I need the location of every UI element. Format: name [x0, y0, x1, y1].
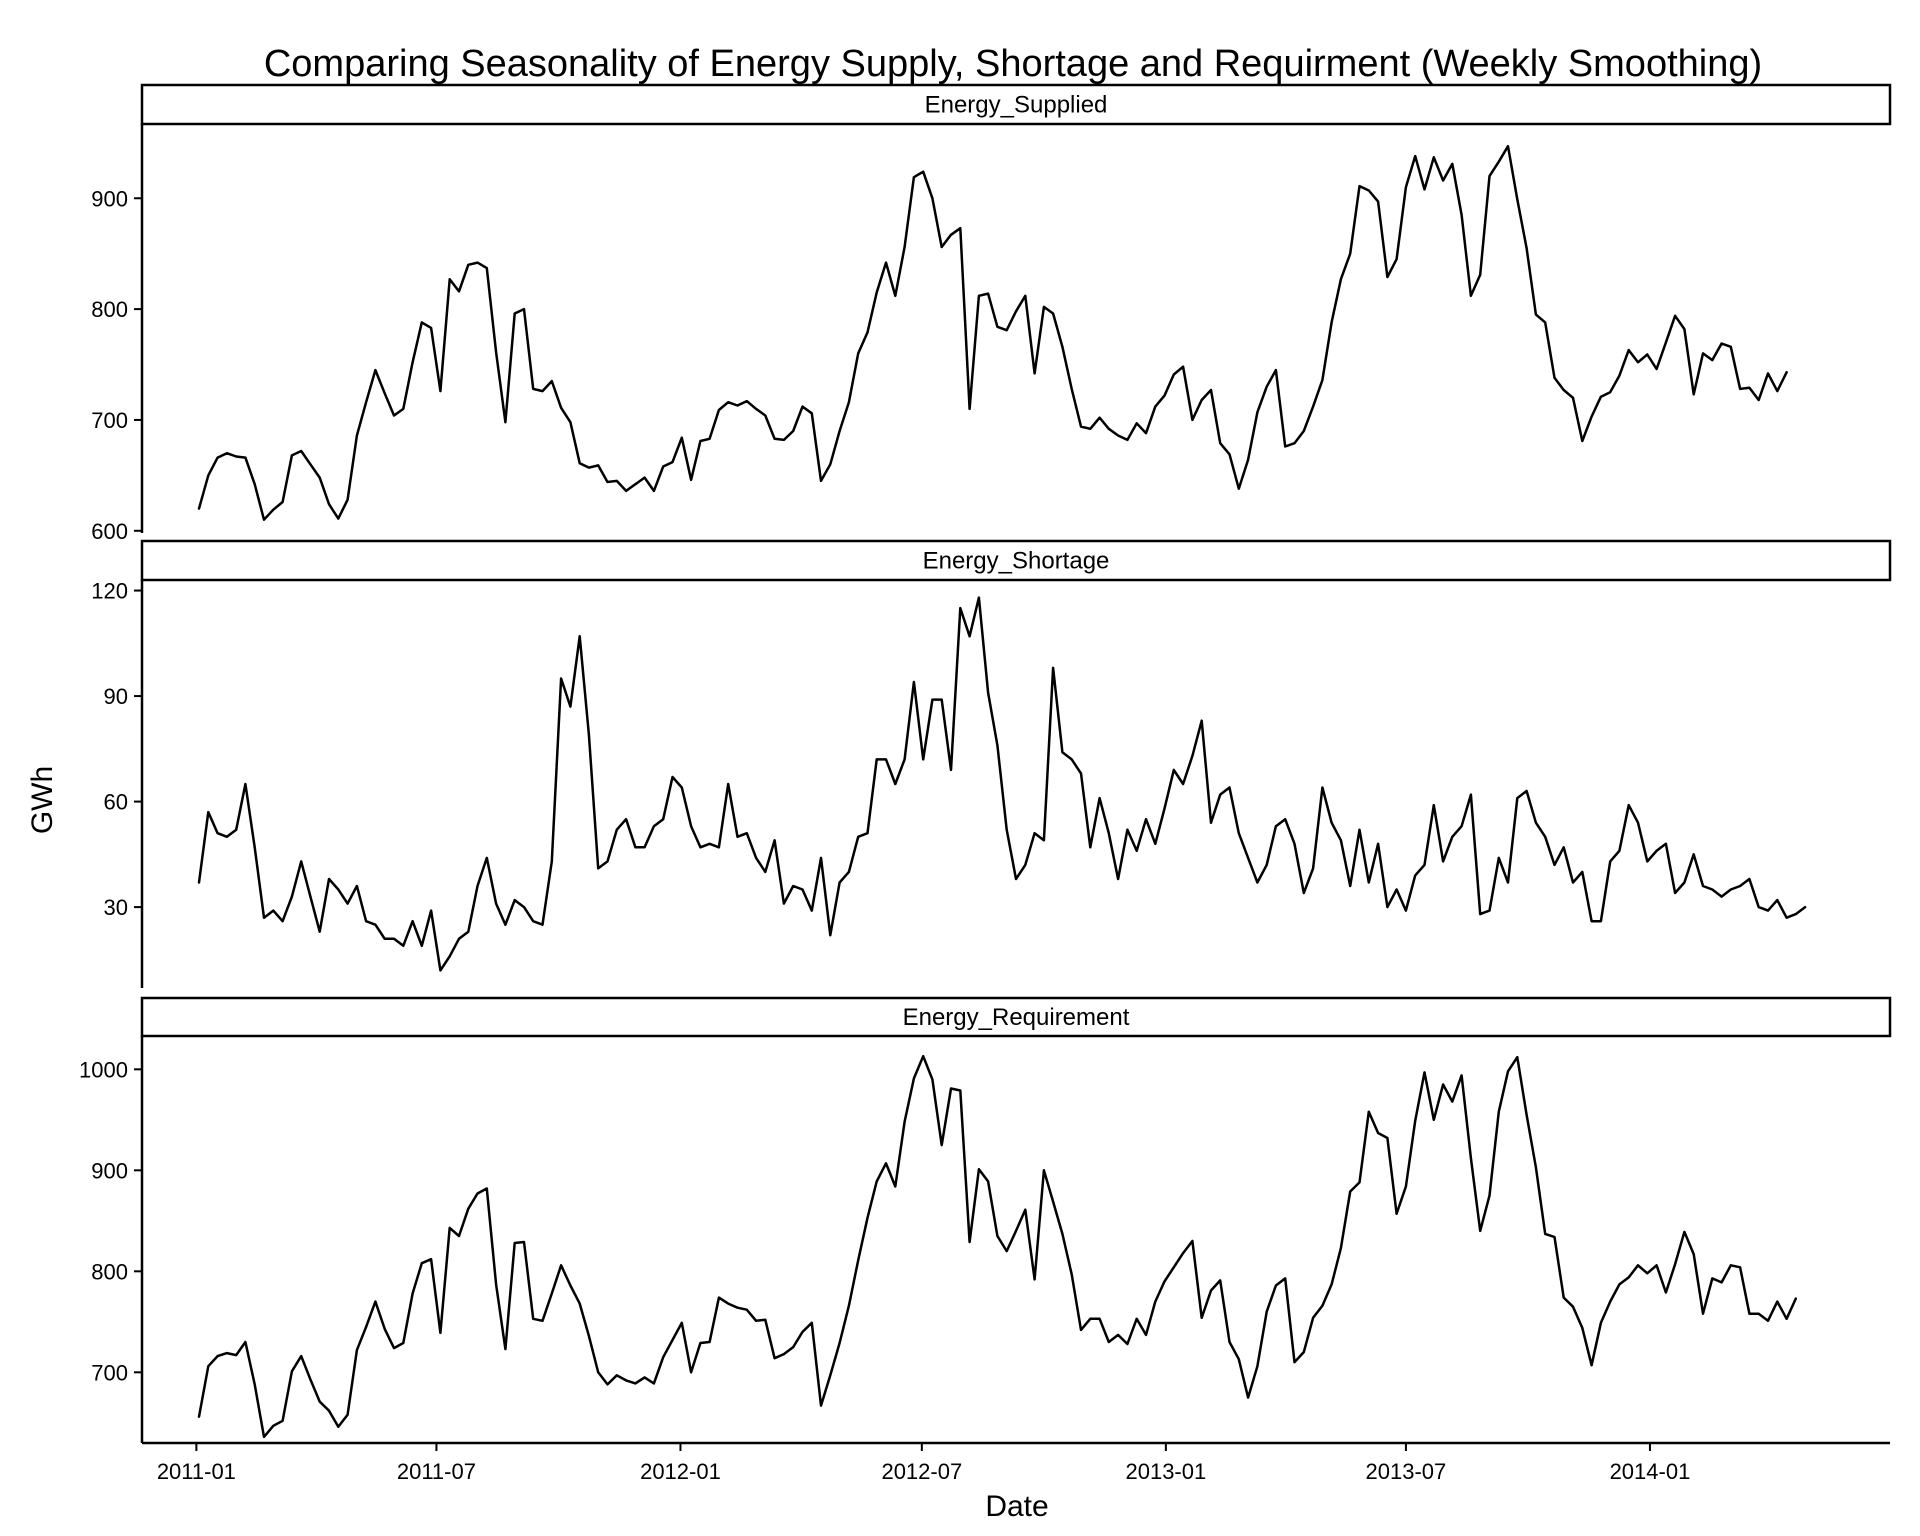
strip-label: Energy_Shortage: [923, 548, 1110, 575]
y-tick-label: 900: [91, 186, 128, 211]
facet-panel-energy-shortage: Energy_Shortage 30 60 90 120: [91, 539, 1892, 988]
x-tick-label: 2012-07: [881, 1459, 962, 1484]
strip-box: [140, 996, 1892, 1038]
x-tick-label: 2011-01: [157, 1459, 236, 1484]
facet-panel-energy-requirement: Energy_Requirement 700 800 900 1000: [79, 996, 1892, 1443]
y-tick-label: 90: [104, 684, 128, 709]
y-axis-title: GWh: [26, 766, 59, 834]
x-axis-title: Date: [985, 1490, 1048, 1523]
x-tick-label: 2011-07: [397, 1459, 476, 1484]
series-line-energy-requirement: [197, 1054, 1798, 1439]
facet-panels: Energy_Supplied 600 700 800 900 Energy_Shorta…: [79, 83, 1892, 1484]
facet-panel-energy-supplied: Energy_Supplied 600 700 800 900: [91, 83, 1892, 544]
strip-box: [140, 539, 1892, 582]
y-tick-label: 800: [91, 1259, 128, 1284]
y-tick-label: 30: [104, 895, 128, 920]
y-tick-label: 900: [91, 1158, 128, 1183]
y-tick-label: 120: [91, 579, 128, 604]
series-line-energy-shortage: [197, 596, 1807, 972]
x-tick-label: 2012-01: [640, 1459, 721, 1484]
y-tick-label: 700: [91, 1360, 128, 1385]
y-tick-label: 700: [91, 408, 128, 433]
chart-title: Comparing Seasonality of Energy Supply, …: [264, 43, 1762, 85]
x-axis: 2011-01 2011-07 2012-01 2012-07 2013-01 2013-…: [142, 1441, 1890, 1484]
y-tick-label: 1000: [79, 1057, 128, 1082]
x-tick-label: 2013-07: [1366, 1459, 1447, 1484]
strip-box: [140, 83, 1892, 126]
x-tick-label: 2014-01: [1610, 1459, 1691, 1484]
y-tick-label: 60: [104, 790, 128, 815]
strip-label: Energy_Supplied: [925, 92, 1108, 119]
y-tick-label: 800: [91, 297, 128, 322]
strip-label: Energy_Requirement: [903, 1004, 1130, 1031]
y-tick-label: 600: [91, 519, 128, 544]
series-line-energy-supplied: [197, 144, 1788, 521]
x-tick-label: 2013-01: [1125, 1459, 1206, 1484]
